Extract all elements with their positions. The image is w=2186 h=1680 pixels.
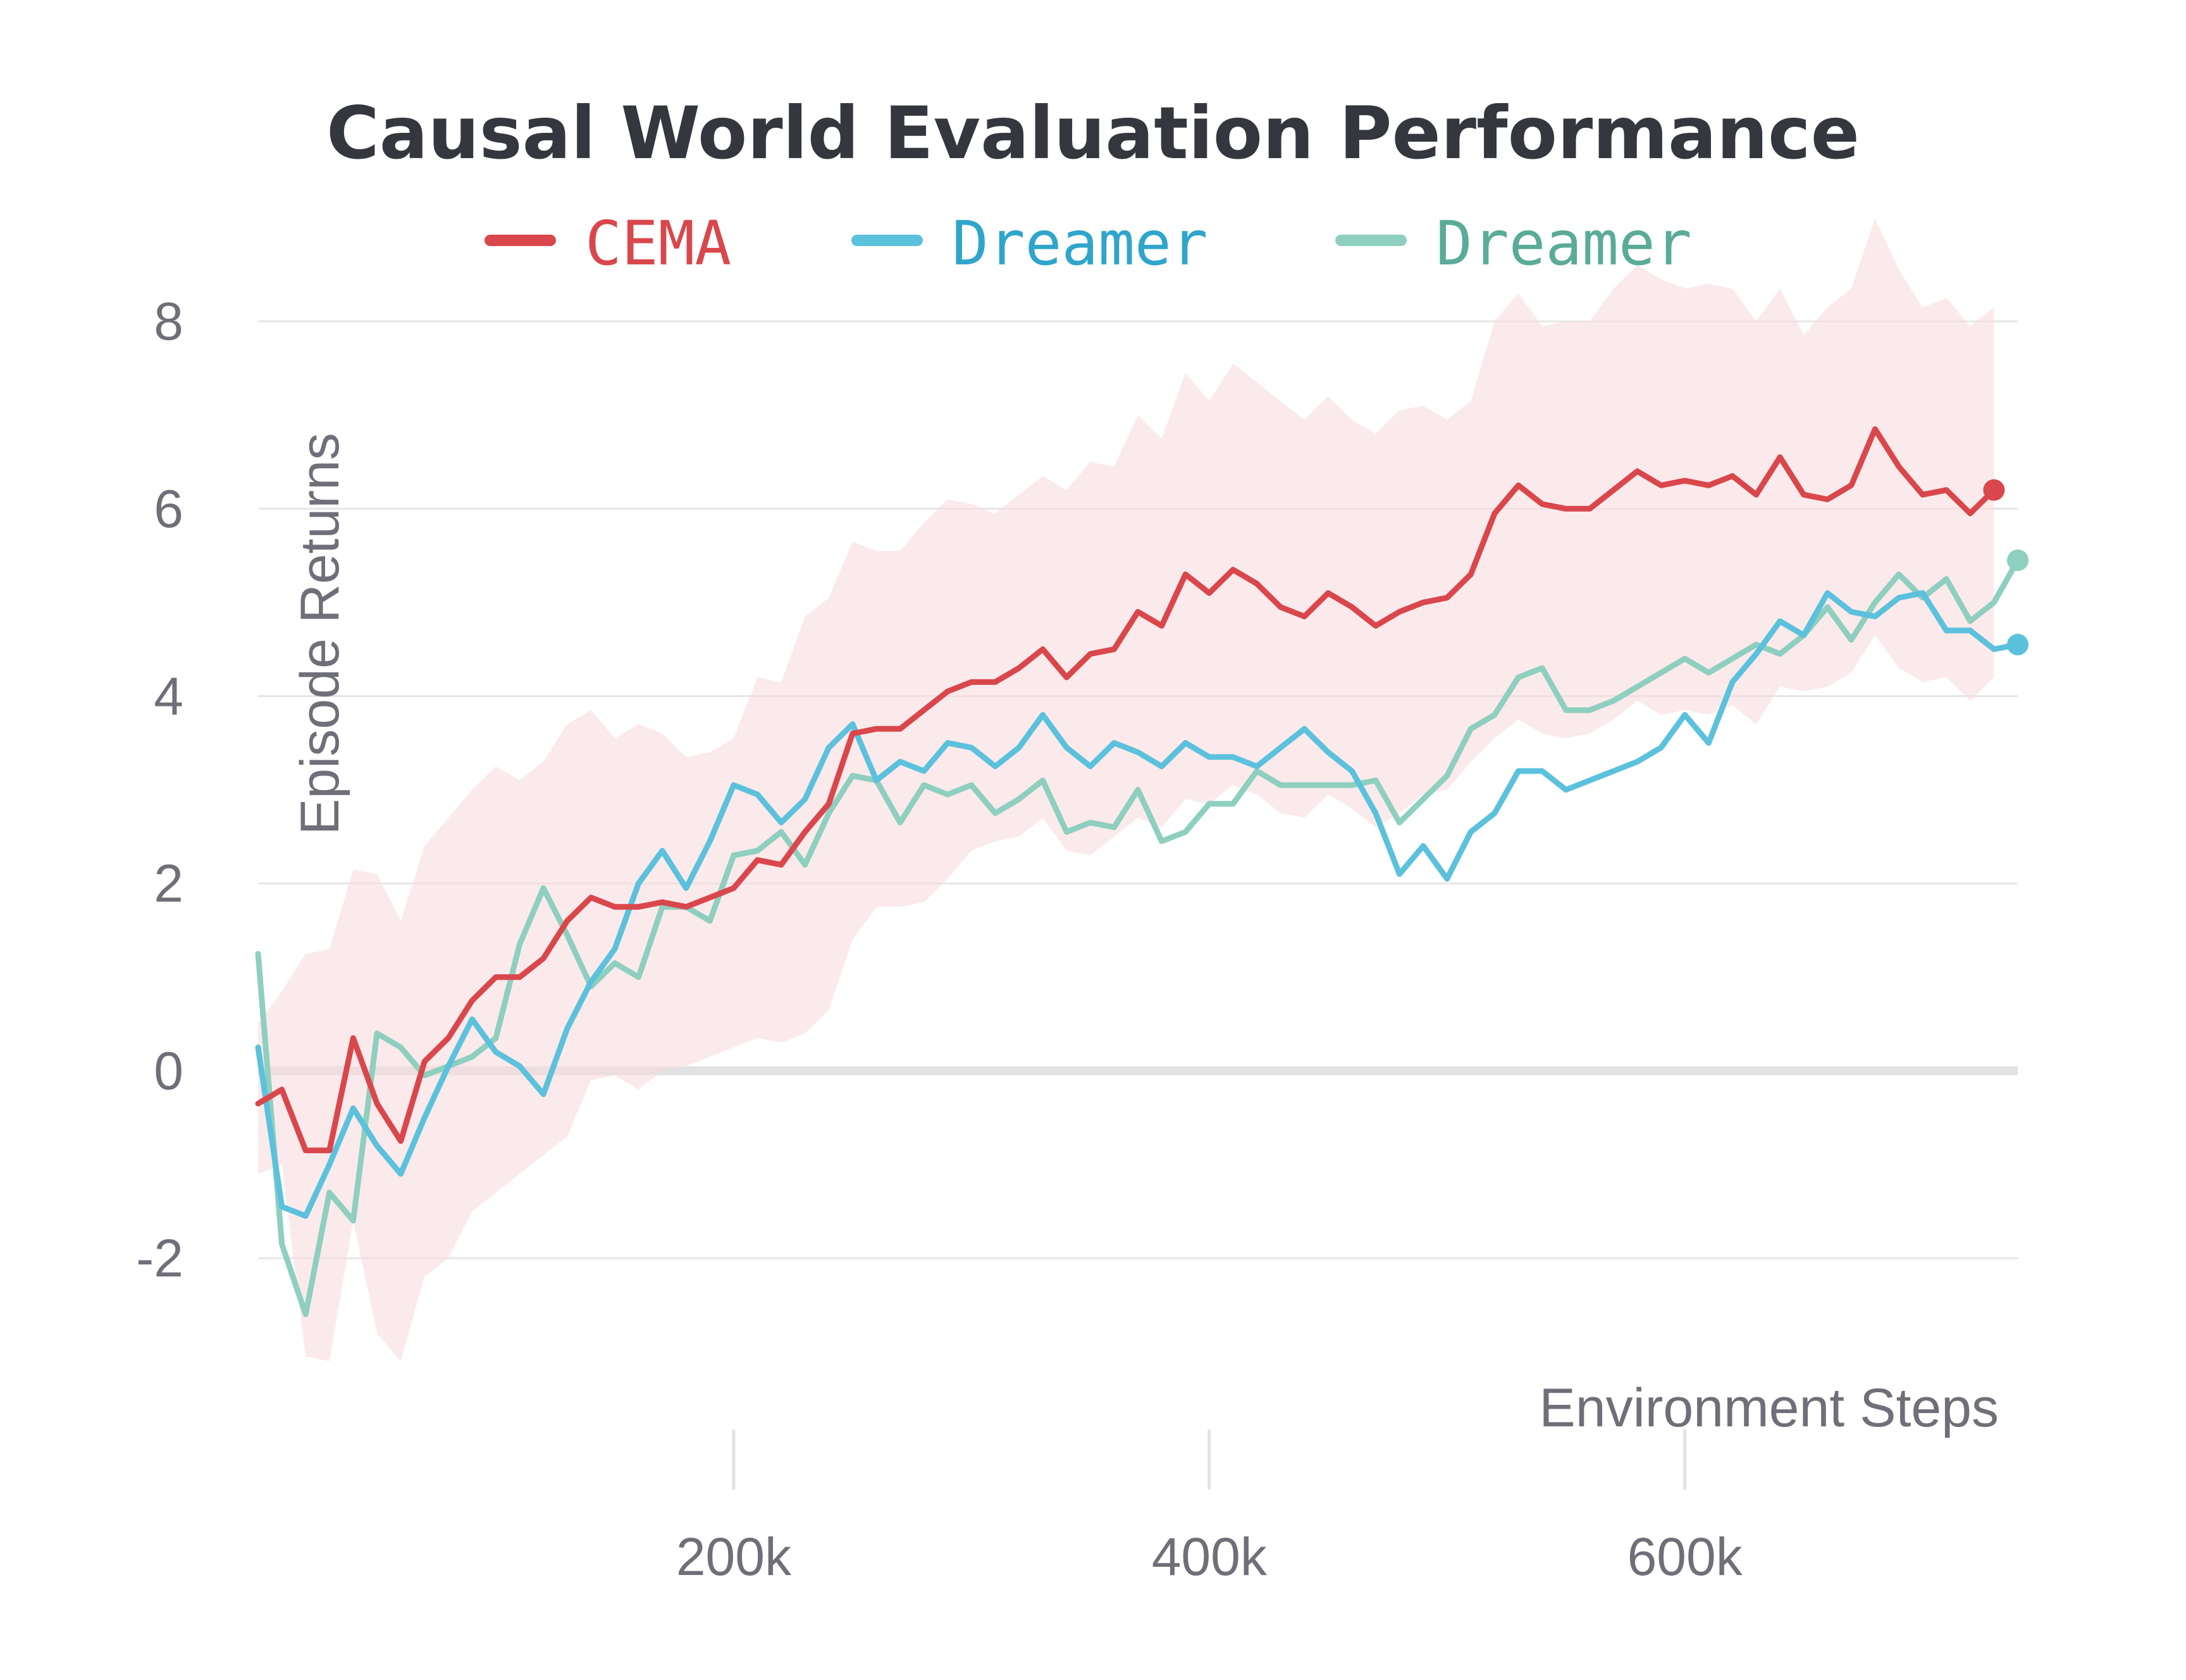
y-tick-label: 4	[154, 666, 183, 726]
x-tick-label: 600k	[1627, 1527, 1743, 1586]
legend-label-dreamer-blue: Dreamer	[952, 208, 1208, 279]
cema-end-point	[1983, 479, 2005, 501]
dreamer-blue-end-point	[2007, 634, 2029, 656]
y-tick-label: 6	[154, 479, 183, 538]
dreamer-green-end-point	[2007, 549, 2029, 571]
confidence-bands	[258, 218, 1994, 1362]
legend-label-dreamer-green: Dreamer	[1436, 208, 1692, 279]
dreamer-green-line	[255, 557, 2021, 1318]
y-tick-label: 0	[154, 1041, 183, 1101]
series-lines	[255, 426, 2029, 1318]
chart-title: Causal World Evaluation Performance	[326, 91, 1860, 175]
y-tick-label: 2	[154, 854, 183, 913]
y-tick-label: -2	[136, 1228, 183, 1288]
x-axis-title: Environment Steps	[1539, 1378, 1999, 1438]
y-axis-title: Episode Returns	[290, 433, 350, 835]
y-tick-label: 8	[154, 292, 183, 351]
y-tick-labels: -2 0 2 4 6 8	[136, 292, 183, 1288]
cema-line	[255, 426, 1997, 1154]
x-tick-label: 200k	[676, 1527, 792, 1586]
legend-label-cema: CEMA	[585, 208, 731, 279]
x-tick-label: 400k	[1152, 1527, 1268, 1586]
dreamer-blue-line	[255, 590, 2021, 1219]
x-tick-labels: 200k 400k 600k	[676, 1430, 1743, 1586]
cema-confidence-band	[258, 218, 1994, 1362]
legend: CEMA Dreamer Dreamer	[485, 208, 1692, 279]
